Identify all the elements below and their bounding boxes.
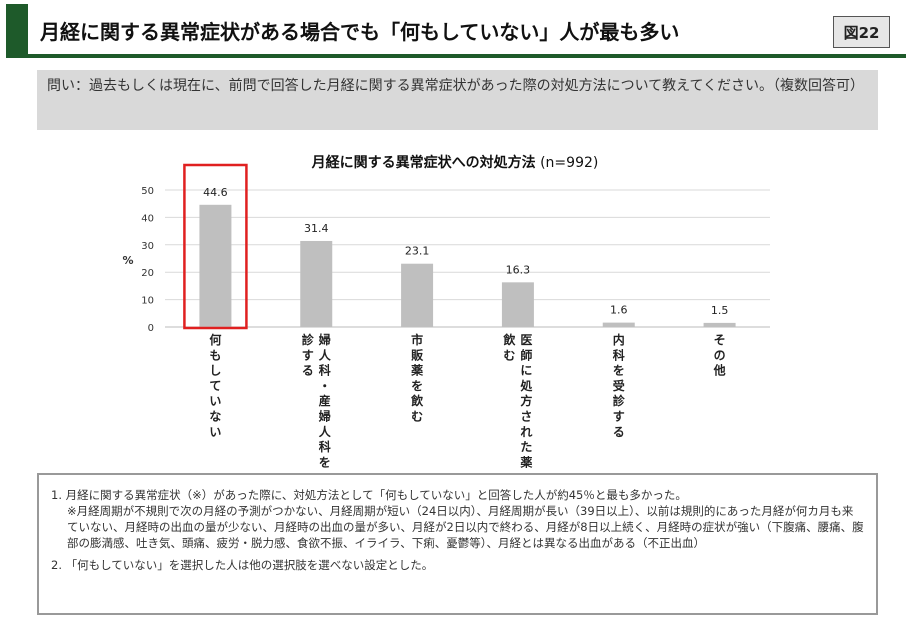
chart-title-text: 月経に関する異常症状への対処方法 xyxy=(311,154,536,171)
bar-chart: 月経に関する異常症状への対処方法 (n=992) 0 10 20 30 40 50% 44.6… xyxy=(122,154,770,470)
note-1-main: 1. 月経に関する異常症状（※）があった際に、対処方法として「何もしていない」と… xyxy=(51,488,687,502)
x-tick-label-0-0: 何もしていない xyxy=(209,332,221,439)
y-axis-label: % xyxy=(122,254,133,267)
y-tick-label: 40 xyxy=(141,213,154,224)
figure-tag: 図22 xyxy=(833,16,890,48)
data-label-5: 1.5 xyxy=(711,304,729,317)
chart-sample-size: (n=992) xyxy=(536,155,599,171)
page-title: 月経に関する異常症状がある場合でも「何もしていない」人が最も多い xyxy=(40,20,680,44)
note-2-main: 2. 「何もしていない」を選択した人は他の選択肢を選べない設定とした。 xyxy=(51,558,434,572)
x-tick-label-3-1: 飲む xyxy=(502,332,516,362)
note-item-2: 2. 「何もしていない」を選択した人は他の選択肢を選べない設定とした。 xyxy=(51,557,864,573)
y-tick-label: 30 xyxy=(141,241,154,252)
y-tick-label: 0 xyxy=(148,323,154,334)
x-tick-label-3-0: 医師に処方された薬を xyxy=(519,333,533,470)
x-tick-label-2-0: 市販薬を飲む xyxy=(410,332,424,424)
question-box: 問い：過去もしくは現在に、前問で回答した月経に関する異常症状があった際の対処方法… xyxy=(37,70,878,130)
x-tick-label-1-1: 診する xyxy=(302,332,315,378)
bar-1 xyxy=(300,240,333,327)
data-label-3: 16.3 xyxy=(506,263,531,276)
data-label-0: 44.6 xyxy=(203,186,228,199)
highlight-box xyxy=(183,163,248,330)
header-underline xyxy=(6,54,906,58)
header-accent-bar xyxy=(6,4,28,54)
bar-5 xyxy=(703,322,736,327)
data-label-1: 31.4 xyxy=(304,222,329,235)
data-label-4: 1.6 xyxy=(610,304,628,317)
data-label-2: 23.1 xyxy=(405,245,430,258)
x-tick-label-5-0: その他 xyxy=(713,333,726,378)
header: 月経に関する異常症状がある場合でも「何もしていない」人が最も多い 図22 xyxy=(6,4,906,58)
bar-2 xyxy=(401,263,434,327)
y-tick-label: 20 xyxy=(141,268,154,279)
bar-0 xyxy=(199,204,232,327)
y-tick-label: 50 xyxy=(141,186,154,197)
y-tick-label: 10 xyxy=(141,296,154,307)
notes-box: 1. 月経に関する異常症状（※）があった際に、対処方法として「何もしていない」と… xyxy=(37,473,878,615)
x-tick-label-1-0: 婦人科・産婦人科を受 xyxy=(318,332,332,470)
note-1-sub: ※月経周期が不規則で次の月経の予測がつかない、月経周期が短い（24日以内）、月経… xyxy=(67,504,864,550)
x-tick-label-4-0: 内科を受診する xyxy=(613,332,626,439)
bar-4 xyxy=(602,322,635,327)
note-item-1: 1. 月経に関する異常症状（※）があった際に、対処方法として「何もしていない」と… xyxy=(51,487,864,551)
chart-title: 月経に関する異常症状への対処方法 (n=992) xyxy=(311,154,599,171)
bar-3 xyxy=(501,282,534,327)
